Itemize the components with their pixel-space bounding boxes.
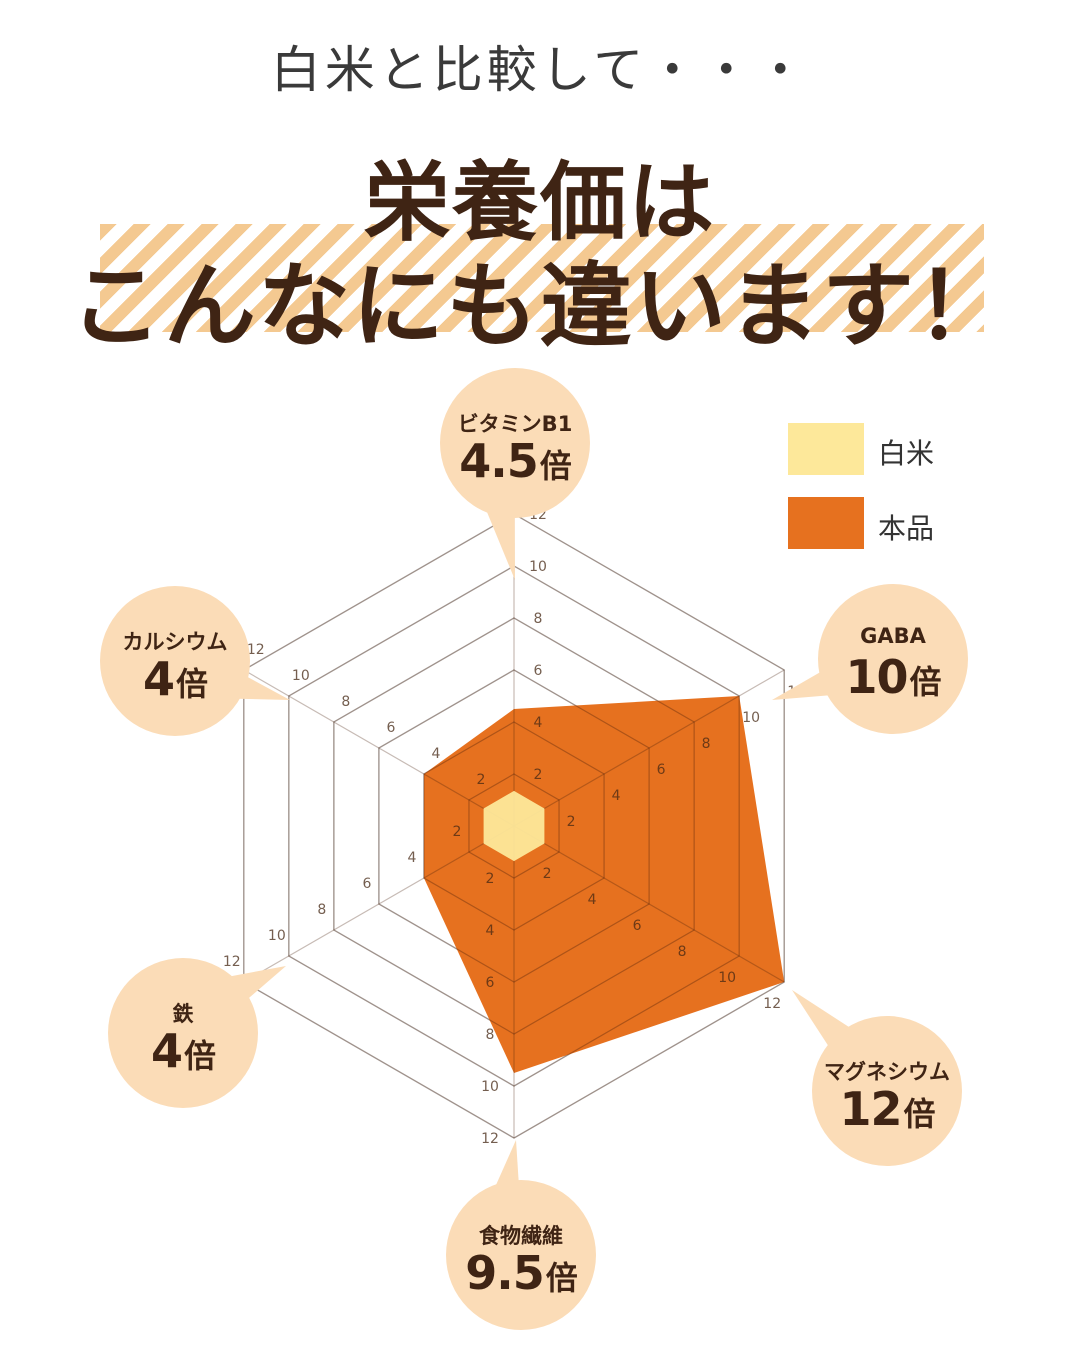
series-white-rice-area xyxy=(483,790,545,862)
tick-label: 2 xyxy=(453,824,462,840)
grid-axis-5 xyxy=(243,669,515,827)
tick-label: 6 xyxy=(486,975,495,991)
callout-name: 鉄 xyxy=(172,1002,194,1026)
tick-label: 4 xyxy=(486,923,495,939)
callout-unit: 倍 xyxy=(545,1259,578,1297)
tick-label: 12 xyxy=(763,996,781,1012)
grid-ring-overlay-2 xyxy=(468,773,560,879)
tick-label: 10 xyxy=(529,559,547,575)
grid-ring-overlay-6 xyxy=(378,669,650,983)
tick-label: 2 xyxy=(567,814,576,830)
callout-dietary-fiber: 食物繊維 9.5倍 xyxy=(446,1180,596,1330)
tick-label: 8 xyxy=(534,611,543,627)
tick-label: 2 xyxy=(477,772,486,788)
tick-label: 6 xyxy=(362,876,371,892)
tick-label: 4 xyxy=(612,788,621,804)
callout-value: 10 xyxy=(845,650,908,704)
tick-label: 10 xyxy=(481,1079,499,1095)
grid-axis-2 xyxy=(513,825,785,983)
grid-ring-overlay-10 xyxy=(288,565,740,1087)
callout-name: 食物繊維 xyxy=(479,1224,563,1248)
legend-swatch-white-rice xyxy=(788,423,864,475)
callout-name: マグネシウム xyxy=(824,1060,950,1084)
tick-label: 4 xyxy=(407,850,416,866)
tick-label: 2 xyxy=(486,871,495,887)
page-subtitle: 白米と比較して・・・ xyxy=(270,41,810,99)
tick-label: 10 xyxy=(268,928,286,944)
tick-label: 8 xyxy=(486,1027,495,1043)
grid-ring-overlay-4 xyxy=(423,721,605,931)
legend-label-white-rice: 白米 xyxy=(878,437,935,470)
tick-label: 6 xyxy=(633,918,642,934)
title-stripe-band xyxy=(100,224,984,332)
tick-label: 10 xyxy=(292,668,310,684)
callout-value: 9.5 xyxy=(465,1246,544,1300)
callout-value: 12 xyxy=(839,1082,902,1136)
page-title-line1: 栄養価は xyxy=(364,153,716,253)
tick-label: 8 xyxy=(317,902,326,918)
tick-label: 12 xyxy=(481,1131,499,1147)
callout-tail-0 xyxy=(485,502,515,580)
series-product-area xyxy=(423,696,785,1073)
legend-label-product: 本品 xyxy=(878,512,935,545)
tick-label: 4 xyxy=(588,892,597,908)
tick-label: 6 xyxy=(534,663,543,679)
callout-unit: 倍 xyxy=(903,1095,936,1133)
callout-gaba: GABA 10倍 xyxy=(818,584,968,734)
tick-label: 10 xyxy=(718,970,736,986)
callout-unit: 倍 xyxy=(184,1037,216,1075)
tick-label: 8 xyxy=(678,944,687,960)
tick-label: 6 xyxy=(386,720,395,736)
page-title-line2: こんなにも違います！ xyxy=(69,253,1010,360)
tick-label: 4 xyxy=(534,715,543,731)
grid-axis-4 xyxy=(243,825,515,983)
callout-vitamin-b1: ビタミンB1 4.5倍 xyxy=(440,368,590,518)
tick-label: 2 xyxy=(543,866,552,882)
tick-label: 6 xyxy=(657,762,666,778)
legend-swatch-product xyxy=(788,497,864,549)
callout-magnesium: マグネシウム 12倍 xyxy=(812,1016,962,1166)
tick-label: 4 xyxy=(431,746,440,762)
tick-label: 12 xyxy=(223,954,241,970)
callout-name: カルシウム xyxy=(122,630,228,654)
tick-label: 8 xyxy=(702,736,711,752)
tick-label: 2 xyxy=(534,767,543,783)
callout-unit: 倍 xyxy=(176,665,208,703)
tick-label: 10 xyxy=(742,710,760,726)
callout-unit: 倍 xyxy=(909,663,942,701)
callout-value: 4 xyxy=(150,1024,183,1078)
callout-unit: 倍 xyxy=(539,447,572,485)
tick-label: 8 xyxy=(341,694,350,710)
callout-value: 4.5 xyxy=(459,434,538,488)
callout-iron: 鉄 4倍 xyxy=(108,958,258,1108)
grid-ring-overlay-8 xyxy=(333,617,695,1035)
callout-calcium: カルシウム 4倍 xyxy=(100,586,250,736)
callout-name: GABA xyxy=(860,624,926,648)
grid-axis-1 xyxy=(513,669,785,827)
callout-name: ビタミンB1 xyxy=(457,412,573,436)
tick-label: 12 xyxy=(247,642,265,658)
callout-value: 4 xyxy=(142,652,175,706)
